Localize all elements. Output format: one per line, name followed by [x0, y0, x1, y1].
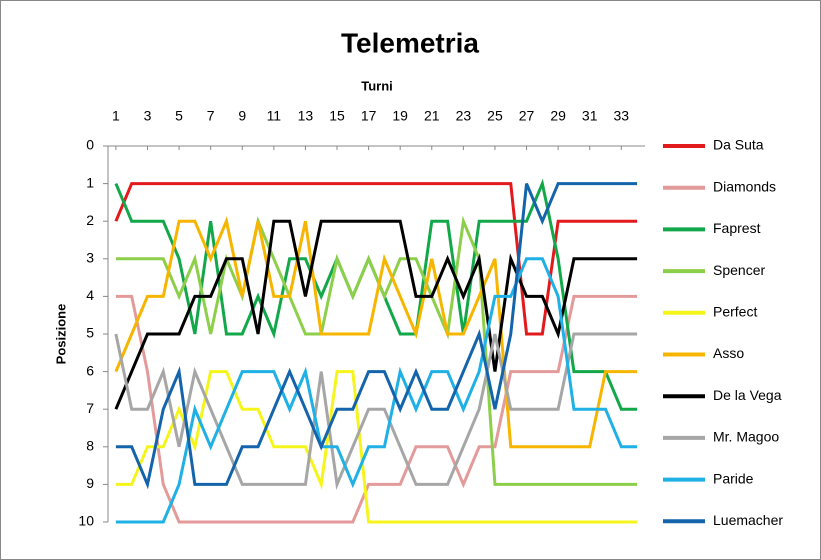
- series-line: [115, 182, 638, 490]
- series-line: [114, 332, 638, 491]
- x-tick-label: 33: [614, 108, 630, 124]
- x-tick-label: 7: [207, 108, 215, 124]
- legend-label: Faprest: [713, 220, 761, 236]
- y-tick-label: 9: [86, 475, 94, 491]
- legend-label: Perfect: [713, 304, 757, 320]
- x-tick-label: 1: [112, 108, 120, 124]
- series-line: [115, 370, 638, 524]
- x-tick-label: 31: [582, 108, 598, 124]
- y-tick-label: 10: [78, 513, 94, 529]
- x-tick-label: 27: [519, 108, 535, 124]
- x-tick-label: 19: [392, 108, 408, 124]
- x-tick-label: 15: [329, 108, 345, 124]
- legend-label: Spencer: [713, 262, 765, 278]
- y-tick-label: 3: [86, 250, 94, 266]
- y-tick-label: 8: [86, 438, 94, 454]
- series-line: [115, 257, 638, 524]
- series-line: [115, 294, 638, 524]
- y-tick-label: 6: [86, 362, 94, 378]
- x-tick-label: 9: [238, 108, 246, 124]
- legend-label: Da Suta: [713, 137, 764, 153]
- y-tick-label: 7: [86, 400, 94, 416]
- chart-title: Telemetria: [341, 27, 479, 58]
- y-tick-label: 4: [86, 287, 94, 303]
- series-line: [114, 216, 638, 449]
- x-tick-label: 25: [487, 108, 503, 124]
- legend-label: Mr. Magoo: [713, 429, 779, 445]
- x-tick-label: 3: [144, 108, 152, 124]
- legend-label: Diamonds: [713, 178, 776, 194]
- legend-label: De la Vega: [713, 387, 782, 403]
- y-tick-label: 5: [86, 325, 94, 341]
- x-tick-label: 23: [456, 108, 472, 124]
- y-axis-title: Posizione: [53, 304, 68, 365]
- x-tick-label: 11: [267, 108, 282, 124]
- legend-label: Luemacher: [713, 512, 783, 528]
- x-tick-label: 13: [298, 108, 314, 124]
- x-tick-label: 17: [361, 108, 377, 124]
- y-tick-label: 2: [86, 212, 94, 228]
- x-tick-label: 5: [175, 108, 183, 124]
- x-tick-label: 29: [550, 108, 566, 124]
- y-tick-label: 1: [86, 174, 94, 190]
- x-tick-label: 21: [424, 108, 440, 124]
- legend-label: Paride: [713, 470, 754, 486]
- x-axis-title: Turni: [361, 78, 393, 93]
- series-line: [114, 219, 638, 410]
- y-tick-label: 0: [86, 137, 94, 153]
- legend-label: Asso: [713, 345, 744, 361]
